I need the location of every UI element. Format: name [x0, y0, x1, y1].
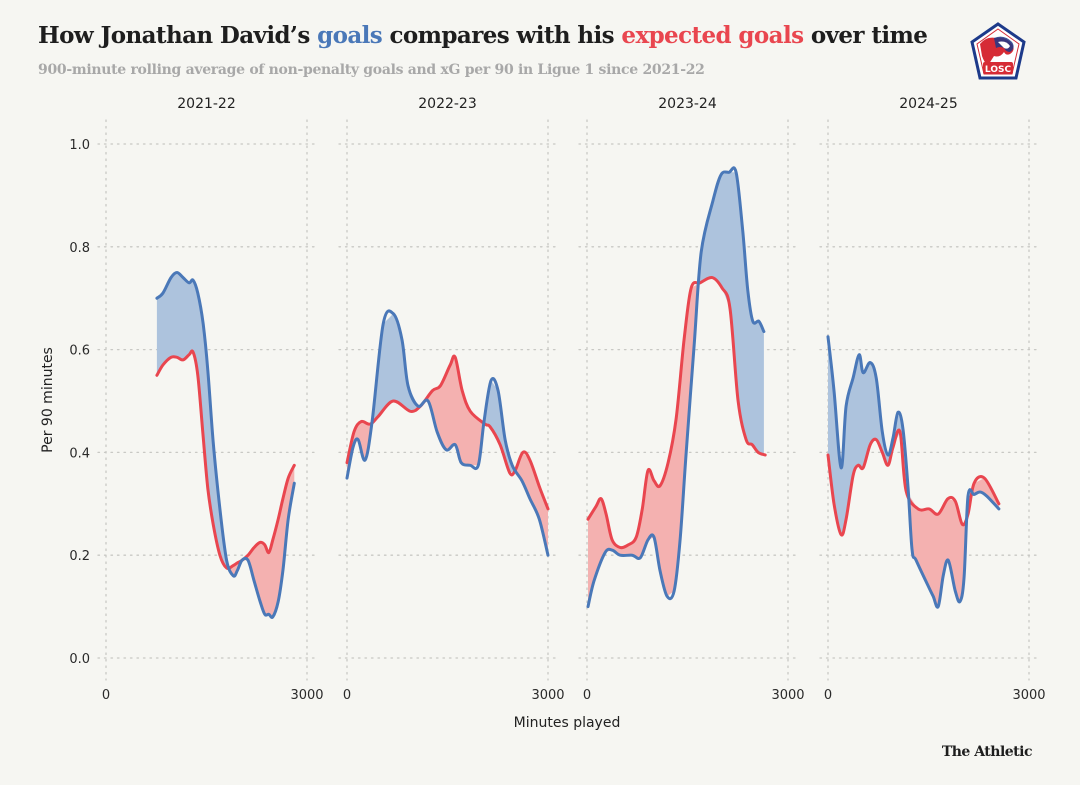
goals-line-2022-23 [345, 309, 550, 557]
x-tick-label: 3000 [1012, 688, 1045, 703]
grid-layer [97, 119, 1038, 681]
xg-line-2021-22 [155, 349, 296, 570]
x-tick-label: 3000 [531, 688, 564, 703]
y-axis-label: Per 90 minutes [40, 347, 56, 453]
underperformance-area [421, 358, 484, 466]
underperformance-area [588, 283, 699, 607]
title-part-2: compares with his [382, 22, 622, 49]
losc-club-crest-icon: LOSC [970, 22, 1026, 80]
y-tick-label: 0.6 [69, 344, 90, 359]
goals-line-2023-24 [586, 166, 766, 609]
title-xg-legend: expected goals [621, 22, 804, 49]
title-goals-legend: goals [317, 22, 383, 49]
panel-title-2024-25: 2024-25 [899, 96, 958, 112]
the-athletic-logo: The Athletic [941, 744, 1033, 760]
x-tick-label: 0 [824, 688, 832, 703]
xg-line-2022-23 [345, 354, 550, 511]
x-tick-label: 3000 [290, 688, 323, 703]
goals-line-2021-22 [155, 271, 296, 619]
title-part-1: How Jonathan David’s [38, 22, 318, 49]
overperformance-area [828, 336, 909, 534]
fill-layer [156, 172, 999, 617]
y-tick-label: 0.0 [69, 652, 90, 667]
xg-line-2023-24 [586, 276, 767, 550]
label-layer: Per 90 minutes Minutes played 0.0 0.2 0.4 0… [40, 96, 1046, 731]
panel-title-2021-22: 2021-22 [177, 96, 236, 112]
logo-text: LOSC [985, 65, 1012, 75]
x-axis-label: Minutes played [514, 715, 621, 731]
x-tick-label: 0 [102, 688, 110, 703]
x-tick-label: 3000 [771, 688, 804, 703]
goals-line-2024-25 [826, 335, 1001, 609]
line-layer [155, 166, 1001, 619]
underperformance-area [515, 452, 548, 556]
overperformance-area [372, 314, 422, 423]
x-tick-label: 0 [343, 688, 351, 703]
y-tick-label: 1.0 [69, 138, 90, 153]
x-tick-label: 0 [583, 688, 591, 703]
chart-subtitle: 900-minute rolling average of non-penalt… [38, 62, 705, 78]
title-part-3: over time [803, 22, 928, 49]
y-tick-label: 0.2 [69, 549, 90, 564]
y-tick-label: 0.4 [69, 446, 90, 461]
underperformance-area [229, 465, 295, 617]
panel-title-2023-24: 2023-24 [658, 96, 717, 112]
overperformance-area [156, 272, 230, 568]
panel-title-2022-23: 2022-23 [418, 96, 477, 112]
y-tick-label: 0.8 [69, 241, 90, 256]
chart-title: How Jonathan David’s goals compares with… [38, 22, 928, 49]
xg-line-2024-25 [826, 428, 1001, 537]
